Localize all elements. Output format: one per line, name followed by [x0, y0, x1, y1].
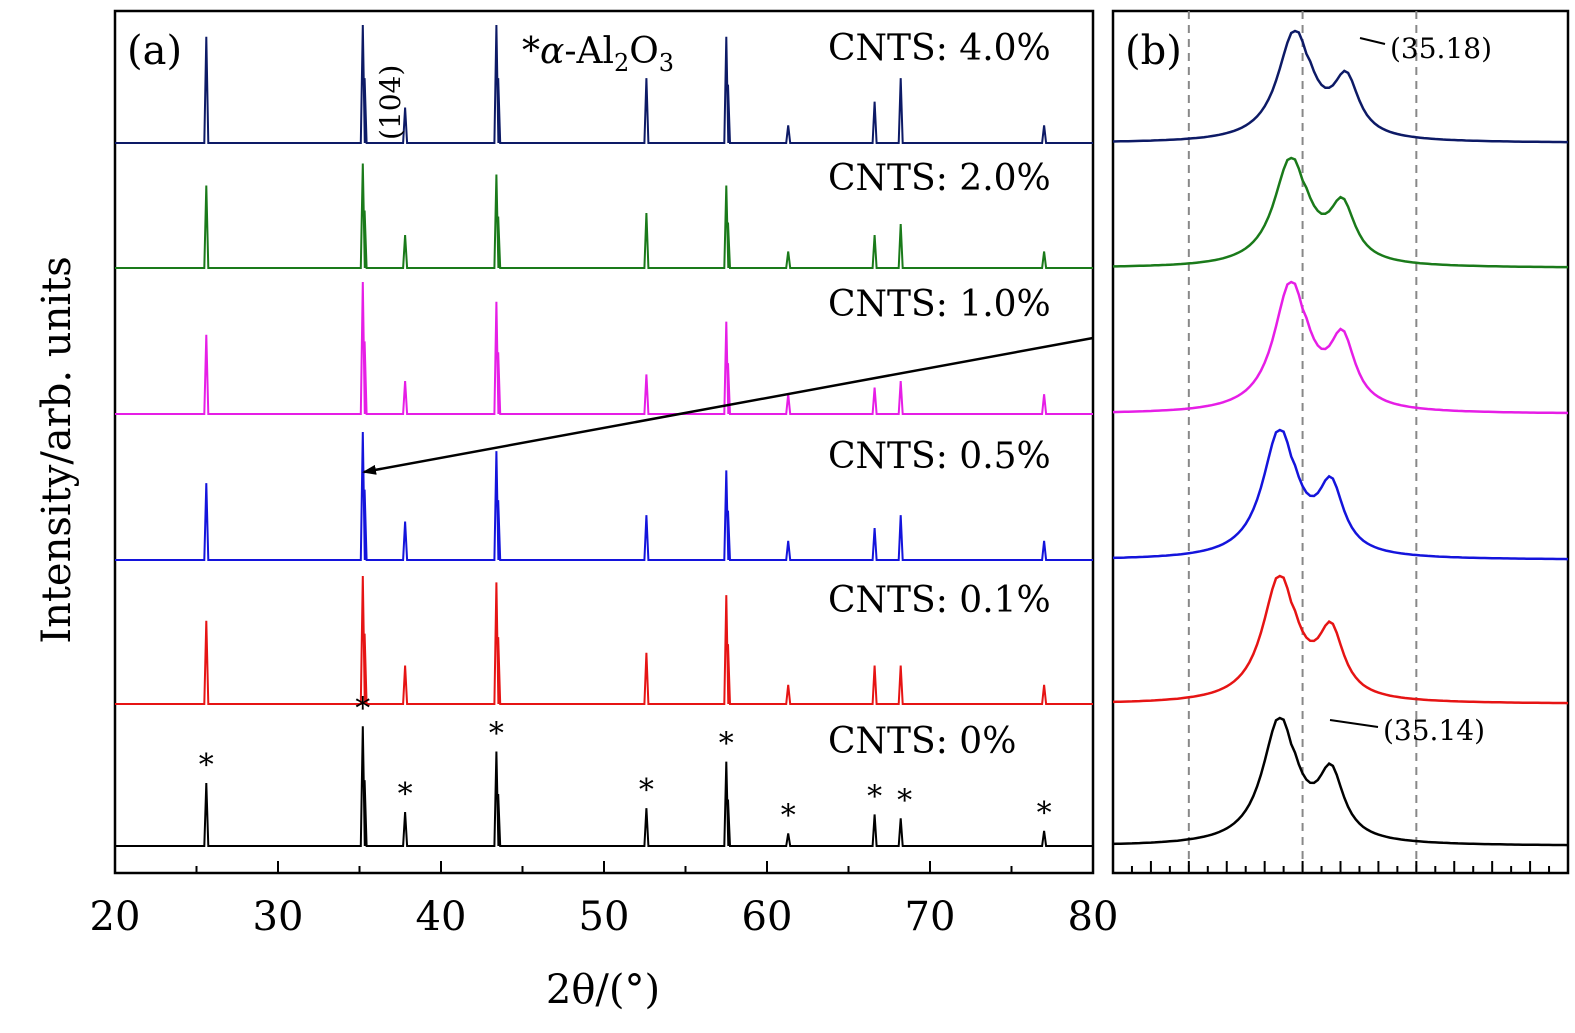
panel-b-xaxis — [1130, 861, 1551, 873]
x-tick-label: 70 — [905, 894, 956, 940]
panel-a-series-labels: CNTS: 4.0% CNTS: 2.0% CNTS: 1.0% CNTS: 0.5%… — [828, 28, 1051, 762]
peak-marker: * — [639, 773, 654, 808]
annotation-35-14: (35.14) — [1383, 714, 1485, 747]
series-label: CNTS: 2.0% — [828, 158, 1051, 199]
x-tick-label: 40 — [416, 894, 467, 940]
series-label: CNTS: 0% — [828, 721, 1016, 762]
phase-legend-note: *α-Al2O3 — [522, 31, 674, 77]
series-line-0-1-pct — [115, 575, 1093, 705]
x-tick-label: 30 — [253, 894, 304, 940]
panel-b-label: (b) — [1125, 28, 1182, 74]
zoom-series-line — [1112, 428, 1569, 561]
x-axis-label: 2θ/(°) — [546, 967, 660, 1013]
panel-b-dashed-lines — [1187, 11, 1418, 873]
panel-a-series-group — [115, 24, 1093, 847]
annotation-leader-35-14 — [1329, 719, 1379, 728]
series-line-0-5-pct — [115, 431, 1093, 561]
series-line-0-pct — [115, 726, 1093, 847]
zoom-series-line — [1113, 156, 1568, 269]
annotation-leader-35-18 — [1359, 37, 1386, 45]
series-label: CNTS: 4.0% — [828, 28, 1051, 69]
miller-index-label: (104) — [374, 65, 407, 140]
x-tick-label: 50 — [579, 894, 630, 940]
panel-a-peak-markers: * * * * * * * * * * — [199, 691, 1052, 833]
peak-marker: * — [781, 798, 796, 833]
peak-marker: * — [719, 727, 734, 762]
series-line-1-0-pct — [115, 281, 1093, 415]
zoom-series-line — [1112, 29, 1568, 144]
peak-marker: * — [489, 717, 504, 752]
panel-a-label: (a) — [127, 28, 182, 74]
peak-marker: * — [897, 783, 912, 818]
panel-a-xaxis: 20 30 40 50 60 70 80 — [90, 861, 1119, 940]
peak-marker: * — [867, 780, 882, 815]
x-tick-label: 80 — [1068, 894, 1119, 940]
x-tick-label: 60 — [742, 894, 793, 940]
connection-arrow — [362, 336, 1094, 475]
zoom-series-line — [1112, 716, 1569, 847]
panel-b-series-group — [1112, 29, 1569, 847]
series-line-4-0-pct — [115, 24, 1093, 144]
y-axis-label: Intensity/arb. units — [34, 256, 80, 643]
peak-marker: * — [398, 777, 413, 812]
series-line-2-0-pct — [115, 163, 1093, 269]
x-tick-label: 20 — [90, 894, 141, 940]
peak-marker: * — [355, 691, 370, 726]
peak-marker: * — [199, 748, 214, 783]
zoom-series-line — [1112, 280, 1569, 415]
series-label: CNTS: 1.0% — [828, 284, 1051, 325]
series-label: CNTS: 0.1% — [828, 580, 1051, 621]
peak-marker: * — [1037, 796, 1052, 831]
annotation-35-18: (35.18) — [1390, 32, 1492, 65]
zoom-series-line — [1112, 574, 1569, 705]
series-label: CNTS: 0.5% — [828, 436, 1051, 477]
